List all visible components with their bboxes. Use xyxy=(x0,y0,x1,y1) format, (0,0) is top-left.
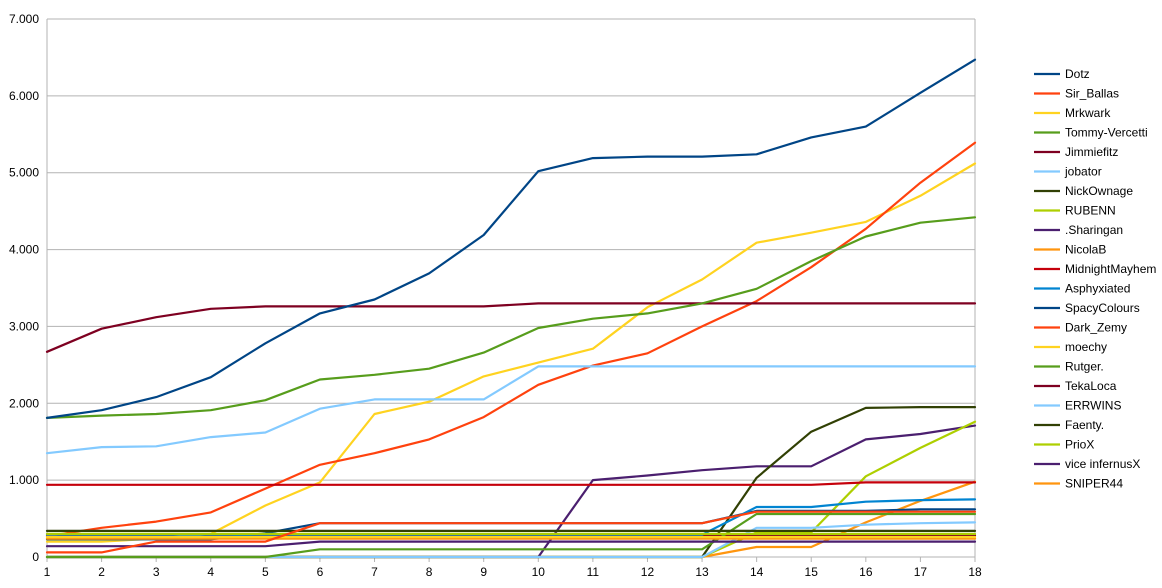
y-tick-label: 5.000 xyxy=(9,166,39,180)
series-lines xyxy=(45,58,977,559)
x-tick-label: 12 xyxy=(641,565,655,579)
legend-label: .Sharingan xyxy=(1065,223,1123,237)
y-tick-label: 7.000 xyxy=(9,12,39,26)
x-tick-label: 1 xyxy=(44,565,51,579)
series-line-jobator xyxy=(45,365,977,455)
x-tick-label: 16 xyxy=(859,565,873,579)
legend-label: Tommy-Vercetti xyxy=(1065,126,1148,140)
x-tick-label: 13 xyxy=(695,565,709,579)
y-tick-label: 6.000 xyxy=(9,89,39,103)
x-tick-label: 17 xyxy=(914,565,928,579)
legend-label: ERRWINS xyxy=(1065,399,1121,413)
legend-label: PrioX xyxy=(1065,438,1094,452)
legend-label: Dotz xyxy=(1065,67,1090,81)
legend-label: Asphyxiated xyxy=(1065,282,1130,296)
x-tick-label: 7 xyxy=(371,565,378,579)
x-tick-label: 9 xyxy=(480,565,487,579)
legend-label: Rutger. xyxy=(1065,360,1104,374)
x-tick-label: 6 xyxy=(317,565,324,579)
legend-label: Sir_Ballas xyxy=(1065,87,1119,101)
legend-label: Mrkwark xyxy=(1065,106,1111,120)
x-tick-label: 10 xyxy=(532,565,546,579)
series-line-jimmiefitz xyxy=(45,302,977,353)
legend-label: Dark_Zemy xyxy=(1065,321,1127,335)
legend-label: jobator xyxy=(1064,165,1102,179)
legend-label: SpacyColours xyxy=(1065,301,1140,315)
legend-label: MidnightMayhem xyxy=(1065,262,1156,276)
series-line-sharingan xyxy=(45,540,977,548)
y-tick-label: 2.000 xyxy=(9,396,39,410)
series-line-rutger xyxy=(45,512,977,559)
series-line-midnightmayhem xyxy=(45,481,977,486)
legend-label: Faenty. xyxy=(1065,418,1104,432)
y-tick-label: 4.000 xyxy=(9,243,39,257)
y-tick-label: 1.000 xyxy=(9,473,39,487)
x-tick-label: 3 xyxy=(153,565,160,579)
x-tick-label: 2 xyxy=(98,565,105,579)
legend: Dotz Sir_Ballas Mrkwark Tommy-Vercetti Jimmi… xyxy=(1034,67,1156,491)
y-tick-label: 3.000 xyxy=(9,319,39,333)
legend-label: Jimmiefitz xyxy=(1065,145,1118,159)
series-line-sir-ballas xyxy=(45,510,977,554)
series-line-tommy-vercetti xyxy=(45,216,977,419)
legend-label: vice infernusX xyxy=(1065,457,1140,471)
legend-label: TekaLoca xyxy=(1065,379,1117,393)
legend-label: SNIPER44 xyxy=(1065,477,1123,491)
y-tick-label: 0 xyxy=(32,550,39,564)
x-tick-label: 18 xyxy=(968,565,982,579)
grid-lines xyxy=(47,18,975,558)
legend-label: NicolaB xyxy=(1065,243,1106,257)
x-tick-label: 4 xyxy=(207,565,214,579)
x-tick-label: 14 xyxy=(750,565,764,579)
legend-label: RUBENN xyxy=(1065,204,1116,218)
legend-label: NickOwnage xyxy=(1065,184,1133,198)
series-line-dark-zemy xyxy=(45,141,977,538)
x-tick-label: 8 xyxy=(426,565,433,579)
series-line-dotz xyxy=(45,58,977,419)
x-tick-label: 11 xyxy=(587,565,600,579)
legend-label: moechy xyxy=(1065,340,1107,354)
x-tick-label: 15 xyxy=(805,565,819,579)
x-tick-label: 5 xyxy=(262,565,269,579)
